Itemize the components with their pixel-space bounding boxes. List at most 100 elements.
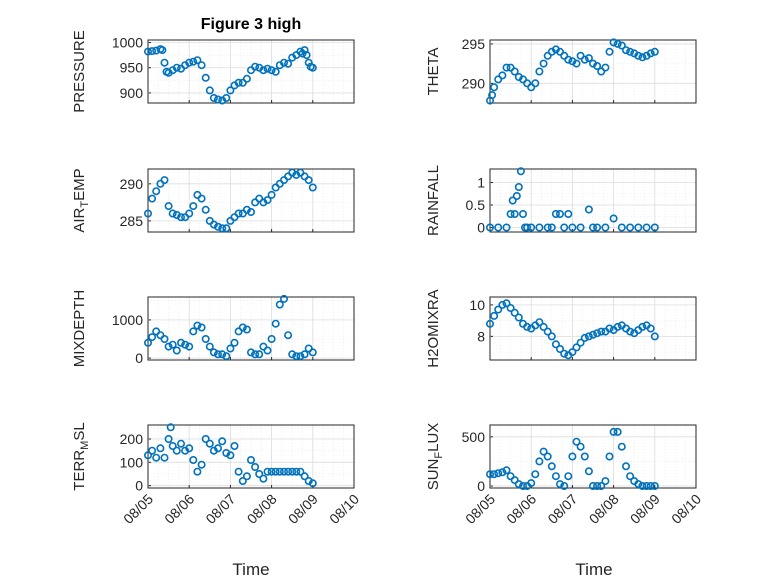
- data-point: [267, 334, 276, 343]
- data-point: [197, 61, 206, 70]
- data-point: [288, 168, 297, 177]
- data-point: [209, 94, 218, 103]
- data-point: [218, 437, 227, 446]
- y-tick-label: 100: [120, 454, 144, 470]
- data-point: [490, 83, 499, 92]
- data-point: [576, 442, 585, 451]
- data-point: [308, 183, 317, 192]
- data-point: [263, 346, 272, 355]
- data-point: [572, 343, 581, 352]
- x-tick-label: 08/07: [202, 491, 238, 527]
- data-point: [185, 209, 194, 218]
- data-point: [617, 442, 626, 451]
- panel-sun_flux: 500 008/05 08/06 08/07 08/08 08/09 08/10 SUNFLU…: [425, 423, 704, 527]
- data-point: [543, 223, 552, 232]
- data-point: [560, 349, 569, 358]
- data-point: [185, 342, 194, 351]
- data-point: [555, 480, 564, 489]
- data-point: [251, 62, 260, 71]
- data-point: [539, 59, 548, 68]
- data-point: [551, 210, 560, 219]
- data-point: [485, 470, 494, 479]
- y-tick-label: 290: [120, 176, 144, 192]
- x-tick-label: 08/06: [503, 491, 539, 527]
- data-point: [584, 332, 593, 341]
- data-point: [271, 467, 280, 476]
- y-tick-label: 8: [477, 328, 485, 344]
- data-point: [168, 340, 177, 349]
- data-point: [226, 86, 235, 95]
- data-point: [222, 224, 231, 233]
- data-point: [247, 348, 256, 357]
- data-point: [518, 75, 527, 84]
- data-point: [259, 66, 268, 75]
- data-point: [185, 58, 194, 67]
- data-point: [234, 209, 243, 218]
- data-point: [584, 467, 593, 476]
- data-point: [535, 223, 544, 232]
- data-point: [535, 457, 544, 466]
- data-point: [555, 47, 564, 56]
- data-point: [485, 319, 494, 328]
- data-point: [308, 348, 317, 357]
- data-point: [279, 467, 288, 476]
- data-point: [168, 441, 177, 450]
- data-point: [527, 479, 536, 488]
- data-point: [609, 38, 618, 47]
- data-point: [164, 202, 173, 211]
- data-point: [304, 344, 313, 353]
- data-point: [613, 39, 622, 48]
- data-point: [263, 64, 272, 73]
- data-point: [514, 480, 523, 489]
- data-point: [255, 350, 264, 359]
- data-point: [523, 322, 532, 331]
- data-point: [271, 319, 280, 328]
- data-point: [514, 313, 523, 322]
- data-point: [205, 439, 214, 448]
- data-point: [638, 53, 647, 62]
- data-point: [605, 324, 614, 333]
- data-point: [576, 338, 585, 347]
- data-point: [304, 58, 313, 67]
- data-point: [547, 332, 556, 341]
- data-point: [580, 55, 589, 64]
- data-point: [296, 467, 305, 476]
- data-point: [506, 303, 515, 312]
- data-point: [292, 467, 301, 476]
- data-point: [201, 334, 210, 343]
- data-point: [218, 350, 227, 359]
- data-point: [181, 340, 190, 349]
- data-point: [160, 453, 169, 462]
- data-point: [214, 350, 223, 359]
- data-point: [650, 47, 659, 56]
- data-point: [551, 472, 560, 481]
- data-point: [601, 477, 610, 486]
- data-point: [539, 447, 548, 456]
- data-point: [593, 481, 602, 490]
- data-point: [160, 334, 169, 343]
- data-point: [502, 223, 511, 232]
- data-point: [638, 322, 647, 331]
- data-point: [539, 322, 548, 331]
- data-point: [148, 333, 157, 342]
- data-point: [593, 61, 602, 70]
- data-point: [205, 342, 214, 351]
- ylabel: H2OMIXRA: [425, 289, 442, 367]
- y-tick-label: 900: [120, 85, 144, 101]
- data-point: [201, 205, 210, 214]
- data-point: [234, 78, 243, 87]
- data-point: [626, 327, 635, 336]
- data-point: [576, 51, 585, 60]
- data-point: [160, 58, 169, 67]
- data-point: [527, 223, 536, 232]
- data-point: [535, 67, 544, 76]
- data-point: [588, 223, 597, 232]
- data-point: [518, 210, 527, 219]
- data-point: [279, 294, 288, 303]
- data-point: [609, 214, 618, 223]
- data-point: [510, 476, 519, 485]
- data-point: [242, 325, 251, 334]
- data-point: [494, 469, 503, 478]
- data-point: [284, 59, 293, 68]
